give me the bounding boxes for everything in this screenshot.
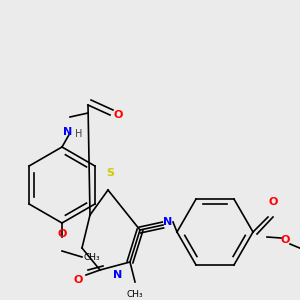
Text: CH₃: CH₃ (84, 254, 101, 262)
Text: CH₃: CH₃ (127, 290, 143, 299)
Text: N: N (113, 270, 123, 280)
Text: O: O (268, 197, 278, 207)
Text: H: H (75, 129, 82, 139)
Text: S: S (106, 168, 114, 178)
Text: N: N (164, 217, 172, 227)
Text: O: O (57, 229, 67, 239)
Text: O: O (280, 235, 290, 245)
Text: O: O (73, 275, 83, 285)
Text: O: O (114, 110, 123, 120)
Text: N: N (63, 127, 73, 137)
